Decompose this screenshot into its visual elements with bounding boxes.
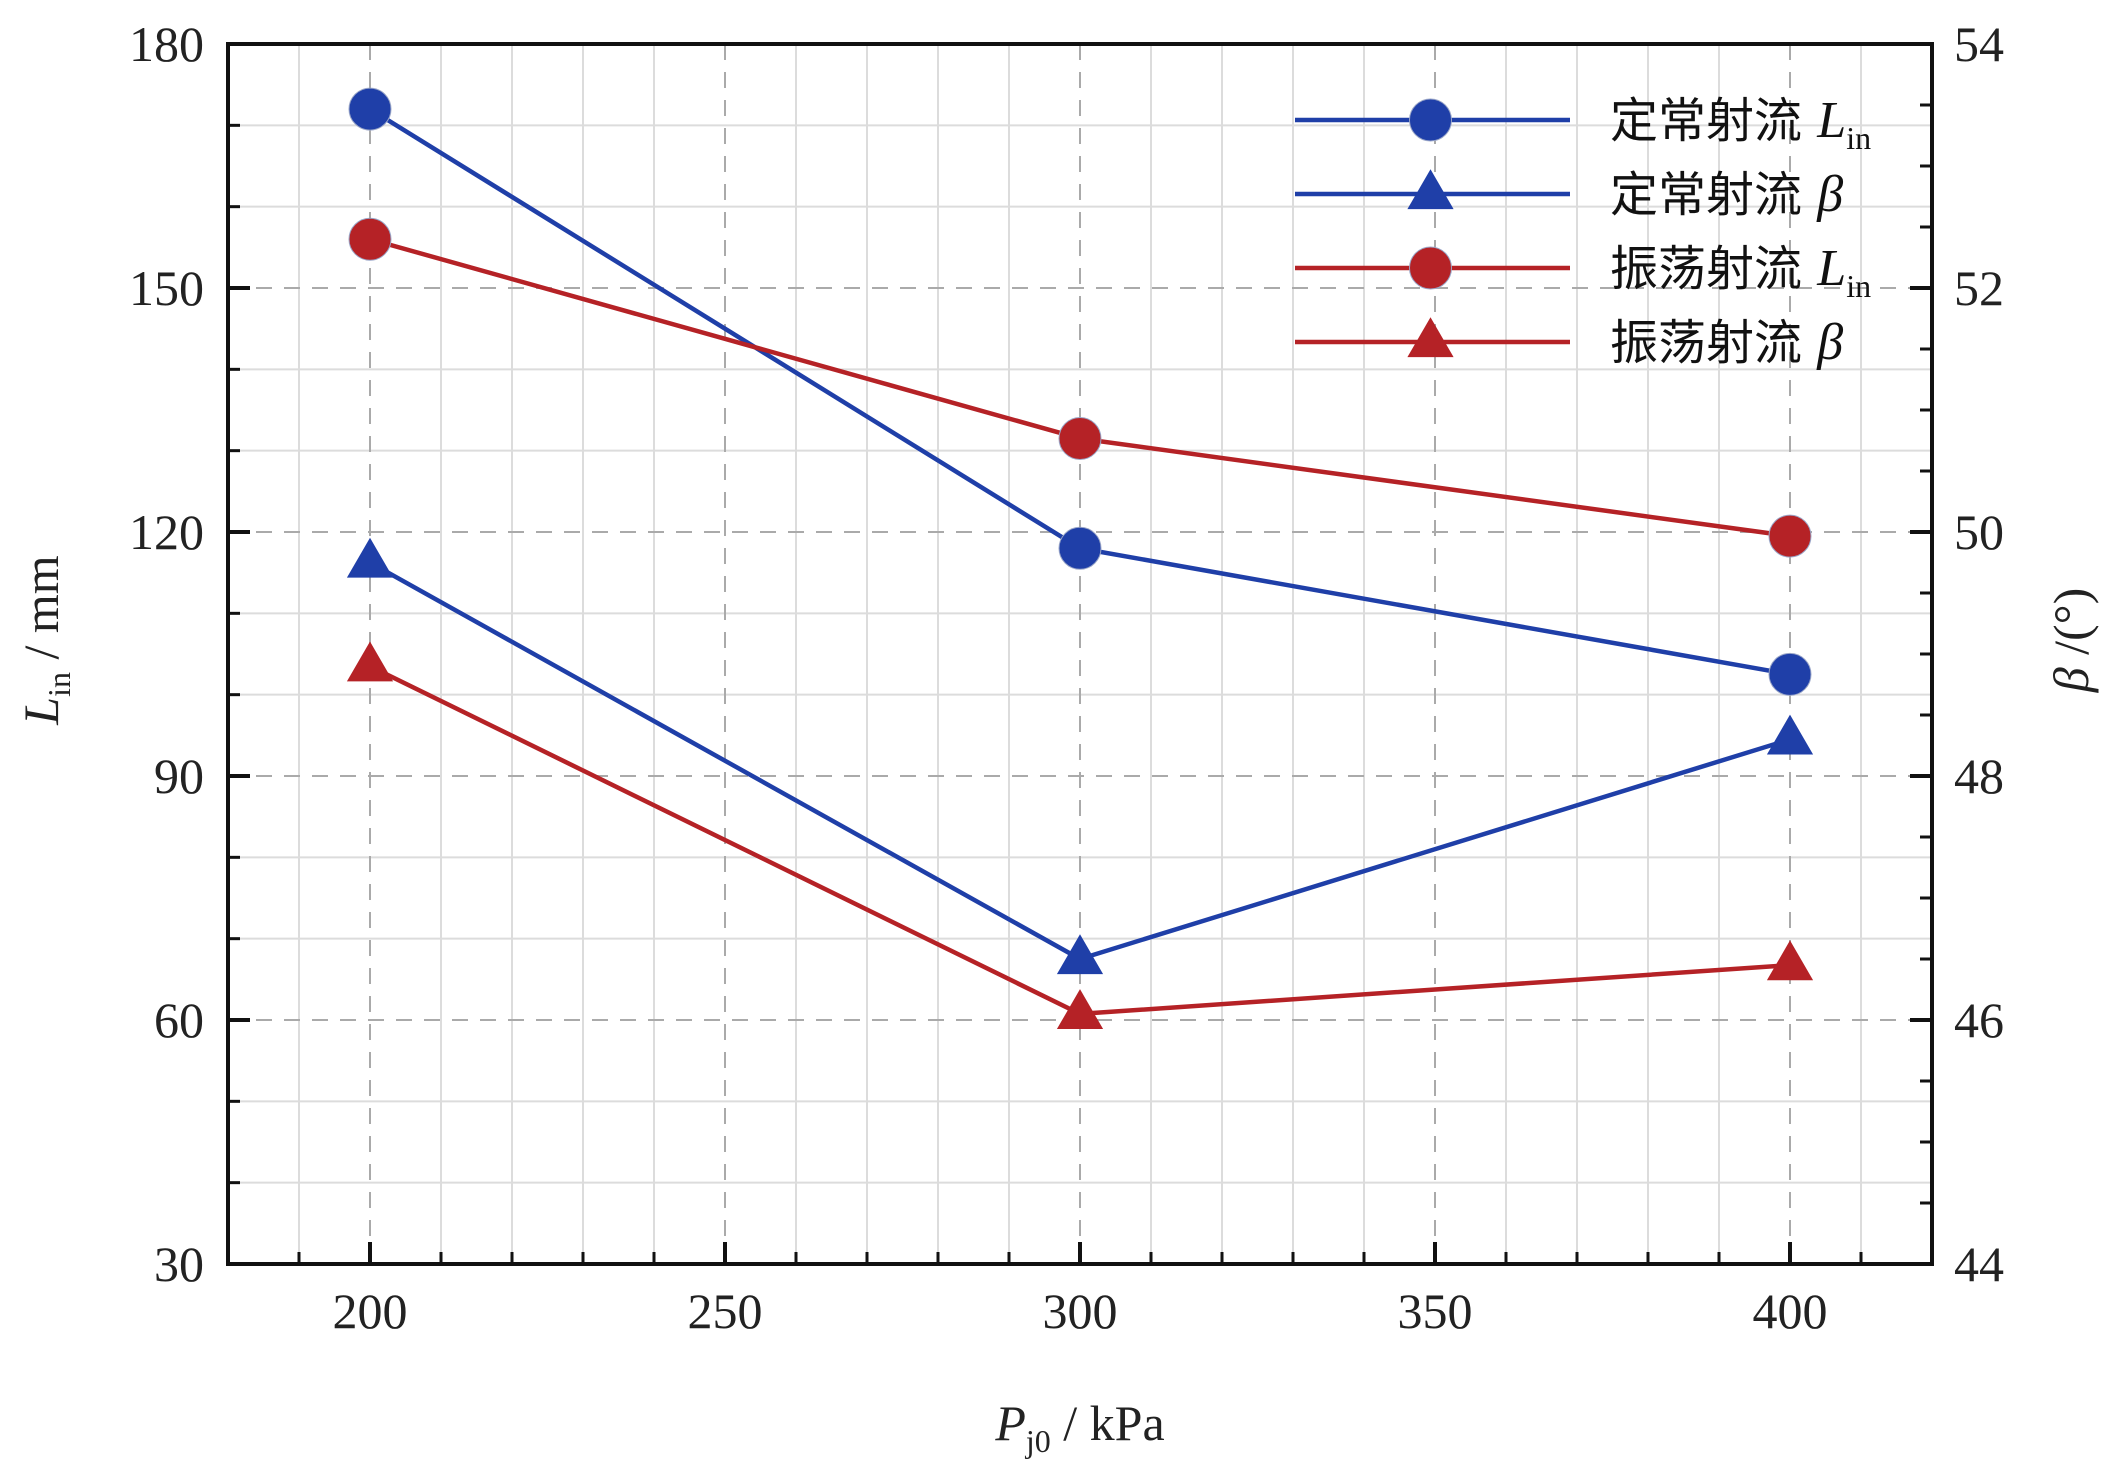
data-point — [1058, 416, 1102, 460]
legend-entry-1: 定常射流 Lin — [1295, 92, 1871, 156]
y-left-tick-label: 30 — [154, 1236, 204, 1292]
legend-label: 振荡射流 Lin — [1610, 240, 1871, 304]
y-right-axis-symbol: β — [2043, 667, 2099, 693]
series-2 — [346, 537, 1814, 975]
legend-label: 振荡射流 β — [1610, 314, 1843, 371]
legend-label: 定常射流 β — [1610, 166, 1843, 223]
y-left-axis-symbol: L — [13, 697, 69, 726]
data-point — [348, 217, 392, 261]
y-right-tick-label: 52 — [1954, 260, 2004, 316]
y-left-tick-label: 60 — [154, 992, 204, 1048]
data-point — [1768, 514, 1812, 558]
x-axis-subscript: j0 — [1025, 1423, 1051, 1459]
legend-label-symbol: L — [1816, 240, 1846, 297]
y-left-axis-title: Lin / mm — [13, 555, 77, 725]
legend-label-name: 振荡射流 — [1610, 315, 1817, 371]
x-tick-label: 200 — [333, 1283, 408, 1339]
y-right-axis-unit: /(°) — [2043, 588, 2099, 668]
legend-marker — [1409, 246, 1452, 290]
legend-label-symbol: β — [1816, 314, 1843, 371]
legend-entry-4: 振荡射流 β — [1295, 314, 1843, 371]
series-4 — [346, 641, 1814, 1030]
data-point — [1766, 714, 1814, 755]
y-left-axis-unit: / mm — [13, 555, 69, 672]
legend-label-name: 振荡射流 — [1610, 241, 1817, 297]
y-right-tick-label: 54 — [1954, 16, 2004, 72]
y-right-tick-label: 50 — [1954, 504, 2004, 560]
legend-marker — [1407, 169, 1454, 210]
x-tick-label: 300 — [1043, 1283, 1118, 1339]
y-right-axis-title: β /(°) — [2043, 588, 2099, 694]
legend-label-symbol: β — [1816, 166, 1843, 223]
data-point — [1058, 526, 1102, 570]
data-point — [346, 641, 394, 682]
data-point — [1768, 652, 1812, 696]
y-left-tick-label: 90 — [154, 748, 204, 804]
x-axis-symbol: P — [994, 1395, 1026, 1451]
tick-labels: 200 250 300 350 400 30 60 90 120 150 180 44 46 48 50 52… — [129, 16, 2004, 1339]
data-point — [1056, 989, 1104, 1030]
series-layer — [346, 87, 1814, 1030]
x-tick-label: 250 — [688, 1283, 763, 1339]
x-axis-unit: / kPa — [1051, 1395, 1165, 1451]
y-left-tick-label: 150 — [129, 260, 204, 316]
legend-label-symbol: L — [1816, 92, 1846, 149]
data-point — [1056, 934, 1104, 975]
y-right-tick-label: 48 — [1954, 748, 2004, 804]
y-left-tick-label: 180 — [129, 16, 204, 72]
legend-label-name: 定常射流 — [1610, 167, 1817, 223]
x-axis-title: Pj0 / kPa — [994, 1395, 1164, 1459]
tick-marks — [228, 42, 1932, 1266]
legend-label-name: 定常射流 — [1610, 93, 1817, 149]
series-3 — [348, 217, 1812, 558]
data-point — [1766, 940, 1814, 981]
series-1 — [348, 87, 1812, 696]
legend-entry-3: 振荡射流 Lin — [1295, 240, 1871, 304]
y-left-axis-subscript: in — [41, 672, 77, 697]
y-right-tick-label: 44 — [1954, 1236, 2004, 1292]
data-point — [348, 87, 392, 131]
legend-marker — [1409, 98, 1452, 142]
y-left-tick-label: 120 — [129, 504, 204, 560]
legend-label: 定常射流 Lin — [1610, 92, 1871, 156]
x-tick-label: 350 — [1398, 1283, 1473, 1339]
legend-label-subscript: in — [1846, 268, 1871, 304]
legend-entry-2: 定常射流 β — [1295, 166, 1843, 223]
legend-marker — [1407, 317, 1454, 358]
x-tick-label: 400 — [1753, 1283, 1828, 1339]
y-right-tick-label: 46 — [1954, 992, 2004, 1048]
legend-label-subscript: in — [1846, 120, 1871, 156]
data-point — [346, 537, 394, 578]
